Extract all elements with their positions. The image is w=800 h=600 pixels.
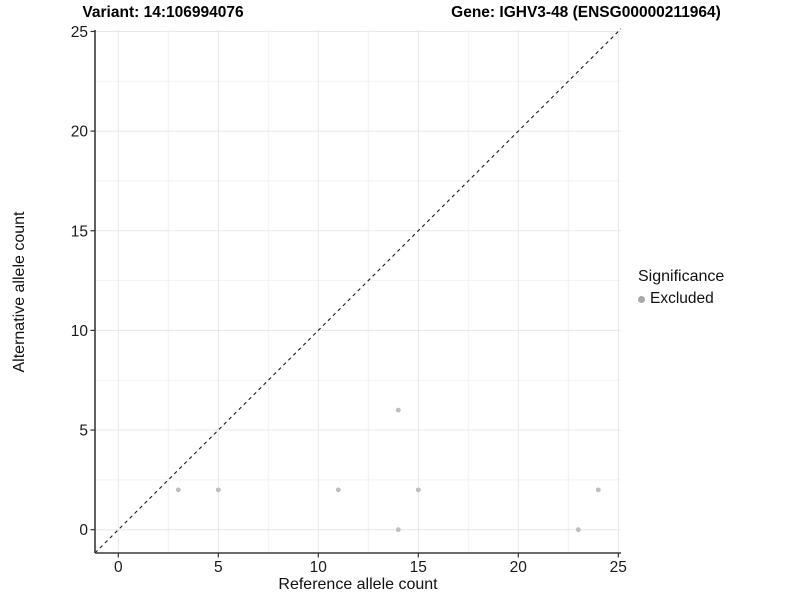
gene-title: Gene: IGHV3-48 (ENSG00000211964) [451,4,721,21]
x-tick-label: 0 [114,559,123,576]
x-tick-label: 10 [310,559,328,576]
data-point [595,487,601,493]
legend-title: Significance [638,268,725,285]
x-tick-label: 20 [510,559,528,576]
y-tick-label: 0 [79,522,88,539]
y-tick-label: 20 [71,124,89,141]
data-point [575,527,581,533]
x-tick-label: 15 [410,559,427,576]
data-point [215,487,221,493]
legend-item-excluded: Excluded [638,290,724,308]
y-tick-label: 25 [71,24,88,41]
legend: Significance Excluded [638,268,724,308]
data-point [415,487,421,493]
excluded-point-icon [638,295,645,303]
x-tick-label: 25 [610,559,627,576]
y-tick-label: 5 [79,423,88,440]
legend-item-label: Excluded [650,290,714,307]
y-tick-label: 15 [71,223,88,240]
variant-title: Variant: 14:106994076 [82,4,244,21]
data-point [395,527,401,533]
data-point [175,487,181,493]
data-point [395,407,401,413]
data-point [335,487,341,493]
x-tick-label: 5 [214,559,223,576]
identity-dashed-line [94,28,622,554]
y-tick-label: 10 [71,323,89,340]
x-axis-title: Reference allele count [278,576,438,593]
